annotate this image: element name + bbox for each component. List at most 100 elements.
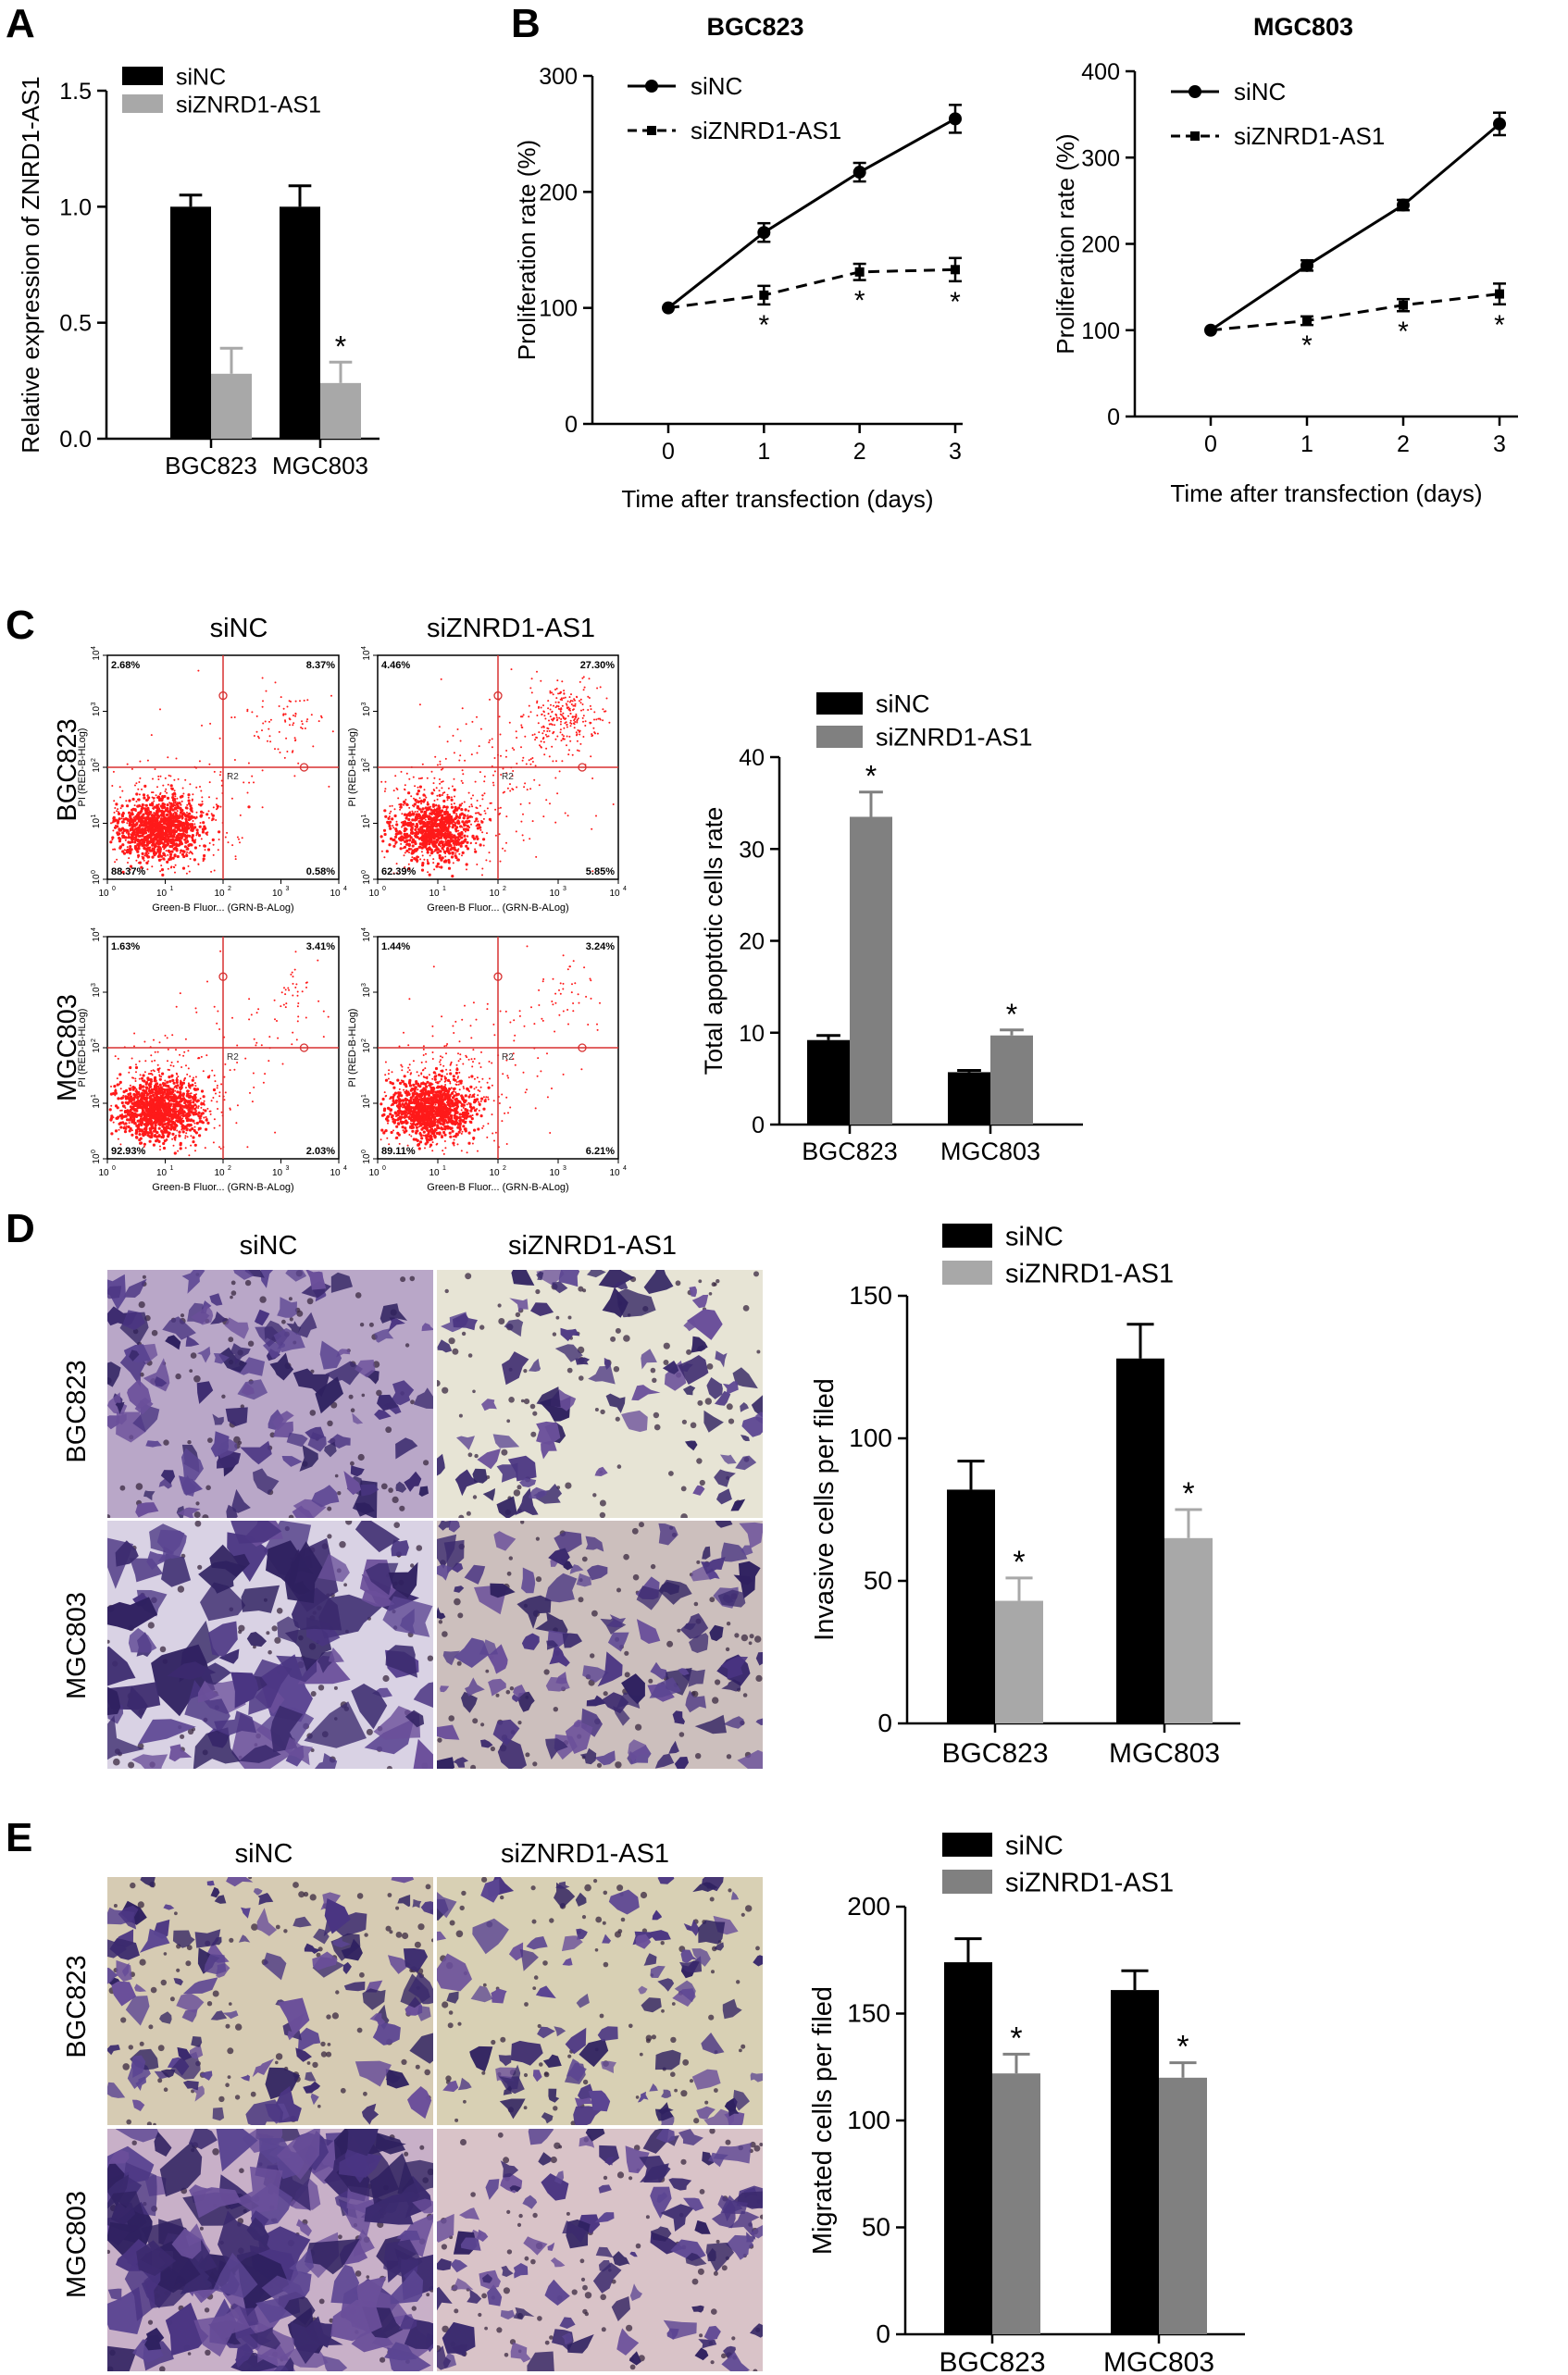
scatter-points (108, 950, 330, 1157)
x-tick-label: 10 (98, 889, 109, 899)
y-tick-label: 0 (1107, 404, 1120, 430)
gate-label: R2 (227, 1052, 239, 1063)
y-tick-exponent: 1 (91, 814, 97, 818)
x-tick-label: 10 (429, 1168, 440, 1178)
y-tick-label: 10 (362, 931, 372, 942)
gate-handle (578, 763, 587, 772)
micrograph-cells (107, 1877, 433, 2125)
quadrant-ul: 2.68% (111, 660, 140, 671)
micrograph-migration-mgc803-siznrd1 (437, 2129, 763, 2371)
y-tick-label: 200 (847, 1892, 890, 1921)
legend-label: siZNRD1-AS1 (1234, 122, 1385, 150)
migration-bar-chart: 0 50 100 150 200 Migrated cells per filed * BGC… (808, 1831, 1245, 2375)
legend-marker (647, 126, 656, 135)
y-tick-label: 50 (864, 1566, 892, 1595)
y-tick-label: 10 (92, 818, 102, 829)
y-axis-label: Total apoptotic cells rate (700, 807, 728, 1076)
x-tick-label: BGC823 (941, 1738, 1048, 1769)
y-tick-exponent: 2 (91, 1038, 97, 1042)
micrograph-cells (107, 2129, 433, 2371)
x-tick-label: 10 (156, 889, 168, 899)
x-tick-exponent: 2 (228, 886, 231, 892)
quadrant-ur: 8.37% (306, 660, 335, 671)
y-tick-label: 200 (539, 180, 578, 205)
legend-marker (1190, 131, 1200, 141)
data-point-siznrd1 (1495, 289, 1504, 299)
x-tick-exponent: 3 (286, 1165, 290, 1172)
x-tick-label: 10 (549, 889, 560, 899)
significance-mark: * (1398, 317, 1409, 347)
y-tick-label: 10 (362, 818, 372, 829)
y-tick-label: 150 (847, 1999, 890, 2028)
micrograph-invasion-mgc803-sinc (107, 1521, 433, 1769)
y-tick-label: 10 (362, 1042, 372, 1053)
panel-letter-d: D (6, 1206, 35, 1251)
bar-sinc-bgc823 (944, 1962, 992, 2334)
micrograph-invasion-bgc823-sinc (107, 1270, 433, 1518)
plot-x-label: Green-B Fluor... (GRN-B-ALog) (427, 902, 568, 914)
significance-mark: * (335, 330, 346, 363)
x-tick-exponent: 1 (170, 1165, 174, 1172)
legend-marker (1188, 85, 1201, 98)
y-tick-exponent: 4 (361, 927, 367, 931)
gate-handle (299, 763, 309, 772)
y-tick-label: 20 (739, 929, 765, 955)
data-point-siznrd1 (759, 290, 769, 300)
x-tick-exponent: 4 (623, 886, 627, 892)
legend-swatch (942, 1870, 992, 1894)
x-tick-exponent: 2 (228, 1165, 231, 1172)
x-tick-exponent: 0 (112, 886, 116, 892)
quadrant-ll: 62.39% (381, 866, 417, 877)
quadrant-lr: 6.21% (586, 1146, 615, 1157)
data-point-sinc (757, 226, 771, 240)
gate-label: R2 (502, 772, 514, 782)
bar-siznrd1-bgc823 (850, 816, 892, 1125)
significance-mark: * (1176, 2030, 1188, 2065)
plot-x-label: Green-B Fluor... (GRN-B-ALog) (152, 1182, 293, 1193)
expression-bar-chart: 0.0 0.5 1.0 1.5 Relative expression of ZNRD1… (17, 64, 380, 479)
y-tick-exponent: 1 (361, 1094, 367, 1098)
y-tick-label: 10 (92, 762, 102, 773)
x-tick-label: BGC823 (939, 2347, 1045, 2375)
y-tick-label: 10 (362, 762, 372, 773)
y-tick-label: 50 (862, 2213, 890, 2242)
x-tick-label: 3 (1493, 431, 1506, 457)
plot-x-label: Green-B Fluor... (GRN-B-ALog) (427, 1182, 568, 1193)
invasion-micrographs: siNC siZNRD1-AS1 BGC823 MGC803 (62, 1231, 763, 1769)
quadrant-ll: 88.37% (111, 866, 146, 877)
y-tick-label: 100 (847, 2106, 890, 2134)
significance-mark: * (854, 286, 865, 317)
apoptosis-bar-chart: 0 10 20 30 40 Total apoptotic cells rate * BGC8… (700, 690, 1083, 1165)
quadrant-ll: 89.11% (381, 1146, 416, 1157)
gate-handle (299, 1043, 309, 1052)
y-tick-label: 10 (92, 874, 102, 885)
legend-label: siNC (876, 690, 930, 718)
x-tick-label: 0 (662, 439, 675, 465)
micrograph-cells (107, 1270, 433, 1518)
series-line-siznrd1 (1210, 292, 1500, 332)
micrograph-migration-bgc823-sinc (107, 1877, 433, 2125)
scatter-points (380, 668, 615, 878)
gate-handle (218, 690, 228, 701)
migration-col-label-sinc: siNC (235, 1839, 293, 1869)
gate-handle (218, 972, 228, 981)
x-tick-label: 2 (1397, 431, 1410, 457)
micrograph-migration-mgc803-sinc (107, 2129, 433, 2371)
y-tick-exponent: 4 (91, 646, 97, 650)
legend-label: siZNRD1-AS1 (1005, 1259, 1174, 1288)
legend-marker (645, 80, 658, 93)
x-tick-exponent: 3 (563, 886, 566, 892)
y-tick-label: 300 (539, 64, 578, 90)
data-point-siznrd1 (1206, 325, 1215, 335)
flow-row-label-bgc823: BGC823 (53, 718, 82, 821)
y-tick-exponent: 2 (361, 758, 367, 762)
bar-sinc-bgc823 (807, 1039, 850, 1125)
x-axis-label: Time after transfection (days) (1170, 479, 1482, 507)
y-tick-label: 150 (849, 1281, 892, 1310)
significance-mark: * (758, 310, 769, 341)
y-tick-exponent: 4 (91, 927, 97, 931)
series-line-sinc (1210, 122, 1500, 331)
legend-label: siNC (1005, 1222, 1064, 1251)
x-tick-exponent: 0 (112, 1165, 116, 1172)
data-point-siznrd1 (951, 265, 960, 275)
